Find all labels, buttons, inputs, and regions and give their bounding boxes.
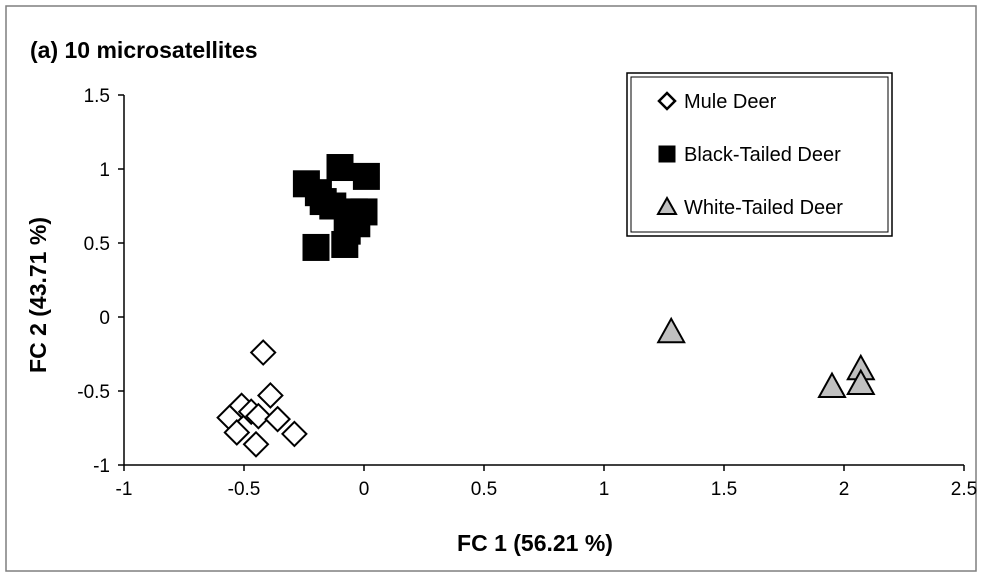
- legend-label: Black-Tailed Deer: [684, 144, 841, 166]
- triangle-point: [846, 368, 876, 395]
- diamond-point: [242, 430, 270, 458]
- triangle-point: [817, 371, 847, 398]
- data-points: [216, 154, 876, 458]
- x-tick-label: 1: [599, 479, 610, 500]
- x-tick-label: -1: [116, 479, 133, 500]
- diamond-point: [280, 420, 308, 448]
- series-diamond: [216, 339, 308, 458]
- legend: Mule Deer Black-Tailed Deer White-Tailed D…: [626, 72, 893, 237]
- x-tick-label: 1.5: [711, 479, 737, 500]
- square-point: [352, 162, 380, 190]
- x-tick-label: -0.5: [228, 479, 261, 500]
- diamond-point: [249, 339, 277, 366]
- x-axis-title: FC 1 (56.21 %): [457, 530, 613, 556]
- y-tick-label: 0: [99, 308, 110, 329]
- y-tick-label: -0.5: [77, 382, 110, 403]
- y-tick-label: 1.5: [84, 86, 110, 107]
- axes: 1.5 1 0.5 0 -0.5 -1 -1 -0.5 0 0.5 1 1.5 2 2.5: [77, 86, 977, 500]
- triangle-point: [656, 316, 686, 344]
- legend-marker-diamond: [657, 91, 677, 111]
- legend-label: White-Tailed Deer: [684, 197, 843, 219]
- diamond-point: [256, 382, 284, 409]
- y-tick-label: -1: [93, 456, 110, 477]
- diamond-point: [264, 405, 292, 433]
- y-axis-title: FC 2 (43.71 %): [25, 217, 51, 373]
- diamond-point: [244, 402, 272, 430]
- x-tick-label: 2.5: [951, 479, 977, 500]
- x-tick-label: 2: [839, 479, 850, 500]
- x-tick-label: 0.5: [471, 479, 497, 500]
- series-square: [292, 154, 380, 261]
- chart-title: (a) 10 microsatellites: [30, 37, 258, 63]
- legend-marker-triangle: [656, 195, 678, 215]
- legend-label: Mule Deer: [684, 91, 777, 113]
- diamond-point: [223, 419, 251, 446]
- legend-marker-square: [658, 145, 676, 163]
- series-triangle: [656, 316, 876, 398]
- y-tick-label: 0.5: [84, 234, 110, 255]
- y-tick-label: 1: [99, 160, 110, 181]
- square-point: [302, 233, 330, 261]
- square-point: [326, 154, 354, 182]
- x-tick-label: 0: [359, 479, 370, 500]
- square-point: [331, 230, 359, 258]
